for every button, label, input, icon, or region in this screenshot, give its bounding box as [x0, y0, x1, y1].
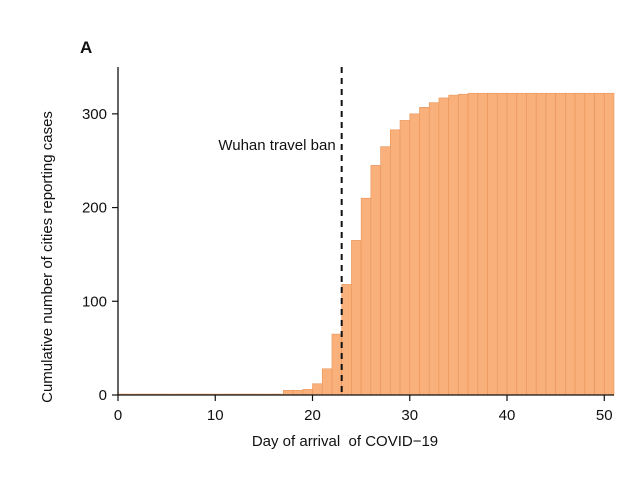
x-axis-title: Day of arrival of COVID−19	[252, 433, 438, 450]
bar	[458, 93, 469, 396]
bar	[603, 92, 615, 396]
travel-ban-label: Wuhan travel ban	[218, 137, 335, 154]
bar	[448, 94, 459, 396]
y-tick-label: 300	[82, 106, 107, 123]
bar	[594, 92, 605, 396]
y-ticks: 0 100 200 300	[82, 106, 118, 404]
y-tick-label: 100	[82, 293, 107, 310]
bar	[292, 390, 304, 396]
bar	[516, 92, 527, 396]
bar	[331, 333, 342, 396]
bar	[419, 106, 430, 396]
bar	[428, 102, 440, 396]
bar	[487, 92, 498, 396]
bar	[370, 165, 381, 396]
bar	[506, 92, 518, 396]
bars	[117, 92, 615, 396]
bar	[390, 129, 401, 396]
bar	[360, 197, 372, 396]
bar	[399, 120, 411, 396]
annotations: Wuhan travel ban	[218, 67, 343, 395]
x-tick-label: 20	[304, 407, 321, 424]
bar	[477, 92, 488, 396]
x-tick-label: 0	[114, 407, 122, 424]
bar	[283, 390, 294, 396]
panel-label: A	[80, 38, 92, 57]
y-axis-title: Cumulative number of cities reporting ca…	[39, 111, 56, 403]
x-tick-label: 30	[401, 407, 418, 424]
bar	[574, 92, 586, 396]
bar	[526, 92, 537, 396]
bar	[438, 97, 449, 396]
bar	[380, 146, 391, 396]
y-tick-label: 200	[82, 200, 107, 217]
bar	[409, 113, 420, 396]
bar	[555, 92, 566, 396]
x-tick-label: 10	[207, 407, 224, 424]
bar	[565, 92, 576, 396]
x-ticks: 0 10 20 30 40 50	[114, 395, 613, 424]
bar	[312, 383, 323, 396]
bar	[302, 389, 313, 396]
x-tick-label: 40	[499, 407, 516, 424]
y-tick-label: 0	[99, 387, 107, 404]
bar	[545, 92, 556, 396]
bar	[584, 92, 595, 396]
bar	[341, 284, 352, 396]
bar	[535, 92, 547, 396]
bar	[496, 92, 508, 396]
x-tick-label: 50	[596, 407, 613, 424]
bar	[321, 368, 333, 396]
bar	[351, 240, 362, 396]
bar	[467, 92, 479, 396]
